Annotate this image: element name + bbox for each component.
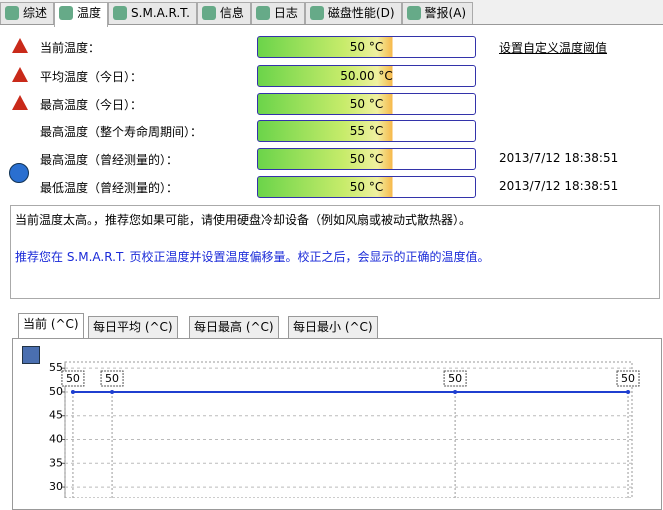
data-label: 50 <box>621 372 635 385</box>
tab[interactable]: 警报(A) <box>401 2 474 24</box>
label-box <box>443 370 467 387</box>
timestamp: 2013/7/12 18:38:51 <box>499 151 619 165</box>
data-label: 50 <box>66 372 80 385</box>
data-label: 50 <box>105 372 119 385</box>
tab[interactable]: 信息 <box>196 2 251 24</box>
data-label: 50 <box>448 372 462 385</box>
y-tick-label: 55 <box>49 361 63 374</box>
save-icon[interactable] <box>22 346 40 364</box>
tab-bar: 综述 温度 S.M.A.R.T. 信息 日志 磁盘性能(D) 警报(A) <box>0 0 663 27</box>
temperature-gauge: 50 °C <box>257 176 476 198</box>
tab[interactable]: 日志 <box>250 2 305 24</box>
timestamp: 2013/7/12 18:38:51 <box>499 179 619 193</box>
temperature-gauge: 50 °C <box>257 148 476 170</box>
label-box <box>100 370 124 387</box>
message-text: 推荐您在 S.M.A.R.T. 页校正温度并设置温度偏移量。校正之后，会显示的正… <box>15 250 490 264</box>
row-label: 最高温度（整个寿命周期间）： <box>40 125 203 139</box>
y-tick-label: 50 <box>49 385 63 398</box>
refresh-button[interactable] <box>9 163 29 183</box>
chart-tab[interactable]: 每日平均 (^C) <box>88 316 178 338</box>
temperature-gauge: 55 °C <box>257 120 476 142</box>
temperature-gauge: 50 °C <box>257 36 476 58</box>
row-label: 当前温度： <box>40 41 101 55</box>
label-box <box>61 370 85 387</box>
row-label: 最低温度（曾经测量的）： <box>40 181 179 195</box>
warning-icon <box>12 38 28 53</box>
warning-icon <box>12 95 28 110</box>
message-box: 当前温度太高。，推荐您如果可能，请使用硬盘冷却设备（例如风扇或被动式散热器）。 … <box>10 205 660 299</box>
data-point <box>110 389 115 394</box>
tab[interactable]: 综述 <box>0 2 55 24</box>
chart-tab[interactable]: 当前 (^C) <box>18 313 84 339</box>
row-label: 最高温度（曾经测量的）： <box>40 153 179 167</box>
y-tick-label: 35 <box>49 456 63 469</box>
plot-frame <box>64 361 633 498</box>
threshold-link[interactable]: 设置自定义温度阈值 <box>499 41 608 55</box>
y-tick-label: 30 <box>49 480 63 493</box>
warning-icon <box>12 67 28 82</box>
row-label: 平均温度（今日）： <box>40 70 143 84</box>
chart-tab[interactable]: 每日最高 (^C) <box>189 316 279 338</box>
data-point <box>626 389 631 394</box>
tab[interactable]: S.M.A.R.T. <box>108 2 197 24</box>
tab[interactable]: 磁盘性能(D) <box>304 2 402 24</box>
data-point <box>70 389 75 394</box>
chart-tab[interactable]: 每日最小 (^C) <box>288 316 378 338</box>
label-box <box>616 370 640 387</box>
temperature-gauge: 50 °C <box>257 93 476 115</box>
message-text: 当前温度太高。，推荐您如果可能，请使用硬盘冷却设备（例如风扇或被动式散热器）。 <box>15 213 472 227</box>
y-tick-label: 45 <box>49 409 63 422</box>
row-label: 最高温度（今日）： <box>40 98 143 112</box>
tab[interactable]: 温度 <box>54 2 109 27</box>
temperature-gauge: 50.00 °C <box>257 65 476 87</box>
data-point <box>453 389 458 394</box>
y-tick-label: 40 <box>49 433 63 446</box>
